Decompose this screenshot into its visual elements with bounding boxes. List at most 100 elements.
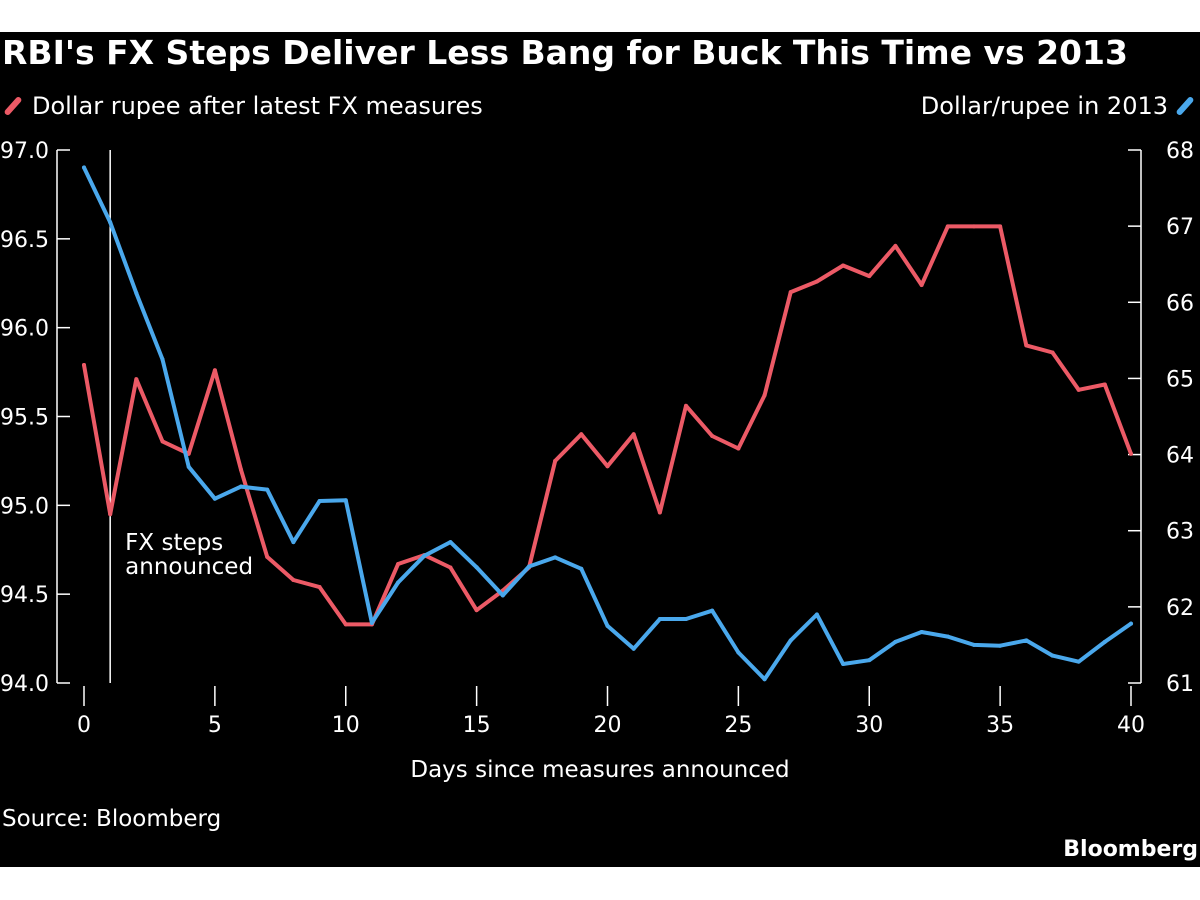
data-point-blue: [998, 643, 1003, 648]
data-point-red: [396, 561, 401, 566]
data-point-red: [160, 439, 165, 444]
x-tick-label: 40: [1117, 713, 1145, 738]
data-point-blue: [605, 623, 610, 628]
data-point-red: [841, 263, 846, 268]
data-point-blue: [1129, 621, 1133, 626]
data-point-red: [893, 243, 898, 248]
x-tick-label: 30: [855, 713, 883, 738]
data-point-blue: [317, 499, 322, 504]
data-point-red: [448, 565, 453, 570]
data-point-red: [579, 432, 584, 437]
data-point-blue: [553, 555, 558, 560]
legend-item-red: Dollar rupee after latest FX measures: [3, 88, 483, 124]
data-point-blue: [134, 291, 139, 296]
right-y-tick-label: 63: [1166, 520, 1194, 545]
data-point-blue: [82, 165, 86, 170]
data-point-red: [82, 362, 86, 367]
legend-label-blue: Dollar/rupee in 2013: [920, 92, 1168, 120]
data-point-blue: [762, 677, 767, 682]
data-point-red: [684, 403, 689, 408]
right-y-tick-label: 61: [1166, 672, 1194, 697]
data-point-red: [134, 377, 139, 382]
data-point-red: [631, 432, 636, 437]
data-point-blue: [710, 608, 715, 613]
data-point-blue: [108, 220, 113, 225]
source-note: Source: Bloomberg: [2, 806, 222, 832]
data-point-blue: [971, 642, 976, 647]
data-point-red: [971, 224, 976, 229]
left-y-tick-label: 95.5: [0, 406, 49, 431]
x-tick-label: 5: [208, 713, 222, 738]
data-point-blue: [369, 620, 374, 625]
data-point-blue: [788, 638, 793, 643]
left-y-tick-label: 97.0: [0, 139, 49, 164]
x-tick-label: 25: [724, 713, 752, 738]
data-point-red: [239, 467, 244, 472]
data-point-red: [919, 283, 924, 288]
x-tick-label: 20: [594, 713, 622, 738]
data-point-red: [474, 608, 479, 613]
data-point-red: [108, 512, 113, 517]
annotation: FX steps announced: [109, 150, 253, 683]
data-point-blue: [1024, 638, 1029, 643]
data-point-blue: [631, 646, 636, 651]
data-point-blue: [239, 484, 244, 489]
x-tick-label: 0: [77, 713, 91, 738]
series-line-blue: [82, 165, 1133, 682]
data-point-blue: [893, 639, 898, 644]
chart-axes: 94.0 94.5 95.0 95.5 96.0 96.5 97.0 61 62 63 64 65 66…: [0, 139, 1194, 738]
annotation-text-line1: FX steps: [125, 530, 223, 556]
x-axis-label: Days since measures announced: [410, 757, 789, 783]
chart-title: RBI's FX Steps Deliver Less Bang for Buc…: [2, 33, 1128, 72]
right-y-tick-label: 64: [1166, 444, 1194, 469]
data-point-red: [553, 458, 558, 463]
data-point-blue: [396, 580, 401, 585]
data-point-blue: [500, 593, 505, 598]
data-point-blue: [657, 617, 662, 622]
series-layer: [82, 165, 1133, 682]
right-y-tick-label: 66: [1166, 291, 1194, 316]
x-tick-label: 15: [463, 713, 491, 738]
data-point-blue: [684, 617, 689, 622]
data-point-red: [1076, 387, 1081, 392]
data-point-red: [710, 434, 715, 439]
data-point-blue: [841, 661, 846, 666]
left-y-tick-label: 96.5: [0, 228, 49, 253]
x-tick-label: 35: [986, 713, 1014, 738]
data-point-blue: [814, 612, 819, 617]
right-y-tick-label: 68: [1166, 139, 1194, 164]
data-point-blue: [448, 540, 453, 545]
data-point-blue: [945, 634, 950, 639]
data-point-red: [265, 554, 270, 559]
legend-item-blue: Dollar/rupee in 2013: [920, 88, 1195, 124]
data-point-blue: [422, 553, 427, 558]
left-y-tick-label: 95.0: [0, 494, 49, 519]
data-point-blue: [291, 540, 296, 545]
data-point-blue: [1102, 639, 1107, 644]
data-point-red: [1024, 343, 1029, 348]
data-point-red: [1129, 451, 1133, 456]
data-point-red: [788, 290, 793, 295]
data-point-red: [317, 585, 322, 590]
data-point-red: [1102, 382, 1107, 387]
data-point-blue: [474, 565, 479, 570]
x-tick-label: 10: [332, 713, 360, 738]
data-point-blue: [212, 496, 217, 501]
left-y-tick-label: 94.0: [0, 672, 49, 697]
data-point-red: [814, 279, 819, 284]
data-point-blue: [867, 658, 872, 663]
data-point-red: [762, 393, 767, 398]
annotation-text-line2: announced: [125, 554, 253, 580]
data-point-red: [998, 224, 1003, 229]
data-point-blue: [160, 357, 165, 362]
data-point-red: [867, 274, 872, 279]
data-point-red: [212, 368, 217, 373]
legend-label-red: Dollar rupee after latest FX measures: [32, 92, 483, 120]
data-point-blue: [1076, 659, 1081, 664]
data-point-blue: [526, 564, 531, 569]
data-point-blue: [579, 566, 584, 571]
left-y-tick-label: 96.0: [0, 317, 49, 342]
data-point-red: [1050, 350, 1055, 355]
data-point-red: [605, 464, 610, 469]
